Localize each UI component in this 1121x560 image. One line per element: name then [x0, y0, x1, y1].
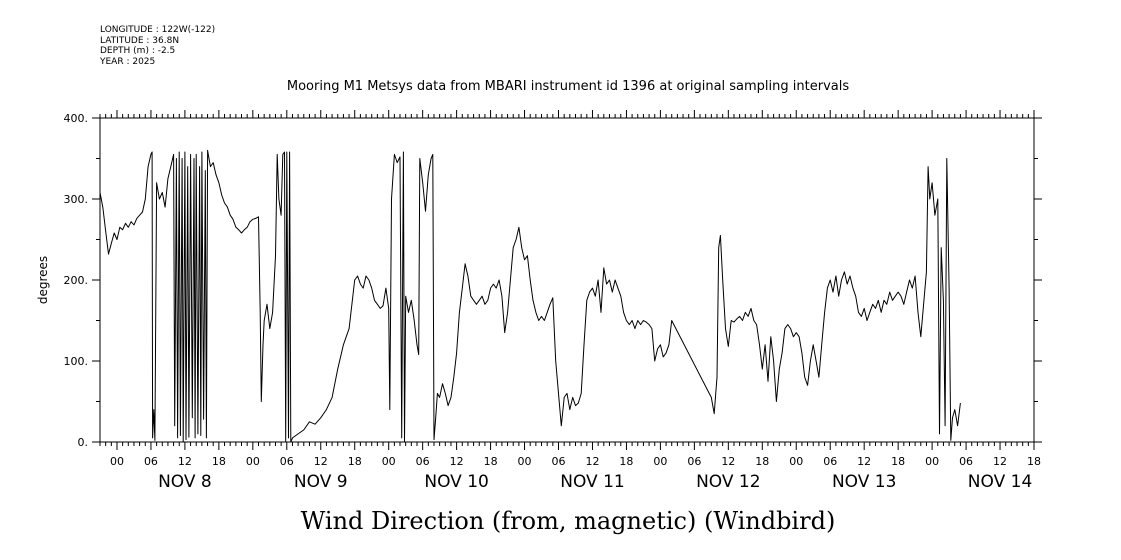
- x-tick-label: 12: [857, 455, 871, 468]
- x-tick-label: 06: [959, 455, 973, 468]
- x-tick-label: 12: [178, 455, 192, 468]
- x-tick-label: 18: [891, 455, 905, 468]
- x-tick-label: 00: [110, 455, 124, 468]
- depth-text: DEPTH (m) : -2.5: [100, 46, 176, 56]
- x-tick-label: 12: [450, 455, 464, 468]
- series-group: [99, 149, 961, 443]
- x-tick-label: 00: [789, 455, 803, 468]
- x-tick-label: 06: [416, 455, 430, 468]
- y-tick-label: 400.: [64, 112, 89, 125]
- x-tick-label: 12: [993, 455, 1007, 468]
- x-tick-label: 12: [585, 455, 599, 468]
- x-day-label: NOV 11: [560, 472, 624, 492]
- x-tick-label: 00: [518, 455, 532, 468]
- latitude-text: LATITUDE : 36.8N: [100, 35, 180, 46]
- x-tick-label: 00: [246, 455, 260, 468]
- x-tick-label: 06: [552, 455, 566, 468]
- metadata-block: LONGITUDE : 122W(-122) LATITUDE : 36.8N …: [100, 25, 215, 67]
- series-line: [99, 149, 961, 443]
- x-tick-label: 18: [619, 455, 633, 468]
- x-tick-label: 06: [280, 455, 294, 468]
- x-tick-label: 18: [755, 455, 769, 468]
- x-day-label: NOV 12: [696, 472, 760, 492]
- year-text: YEAR : 2025: [100, 56, 156, 67]
- x-tick-label: 06: [687, 455, 701, 468]
- x-axis-title: Wind Direction (from, magnetic) (Windbir…: [301, 507, 836, 535]
- y-tick-label: 0.: [78, 436, 89, 449]
- x-tick-label: 18: [1027, 455, 1041, 468]
- x-day-label: NOV 13: [832, 472, 896, 492]
- x-tick-label: 18: [484, 455, 498, 468]
- x-tick-label: 12: [314, 455, 328, 468]
- chart-title: Mooring M1 Metsys data from MBARI instru…: [287, 79, 849, 94]
- longitude-text: LONGITUDE : 122W(-122): [100, 25, 216, 35]
- y-tick-label: 100.: [64, 355, 89, 368]
- x-tick-label: 00: [653, 455, 667, 468]
- y-tick-label: 200.: [64, 274, 89, 287]
- x-day-label: NOV 9: [294, 472, 348, 492]
- axes-group: 00 06 12 18 00 06 12 18 00 06 12 18 00 06 12 18 00 06 12 18…: [64, 110, 1042, 492]
- x-day-label: NOV 14: [968, 472, 1032, 492]
- x-tick-label: 00: [925, 455, 939, 468]
- y-tick-label: 300.: [64, 193, 89, 206]
- y-axis-label: degrees: [36, 256, 50, 304]
- x-tick-label: 06: [823, 455, 837, 468]
- x-day-label: NOV 10: [424, 472, 488, 492]
- x-tick-label: 12: [721, 455, 735, 468]
- x-tick-label: 00: [382, 455, 396, 468]
- x-day-label: NOV 8: [158, 472, 212, 492]
- x-tick-label: 06: [144, 455, 158, 468]
- x-tick-label: 18: [212, 455, 226, 468]
- x-tick-label: 18: [348, 455, 362, 468]
